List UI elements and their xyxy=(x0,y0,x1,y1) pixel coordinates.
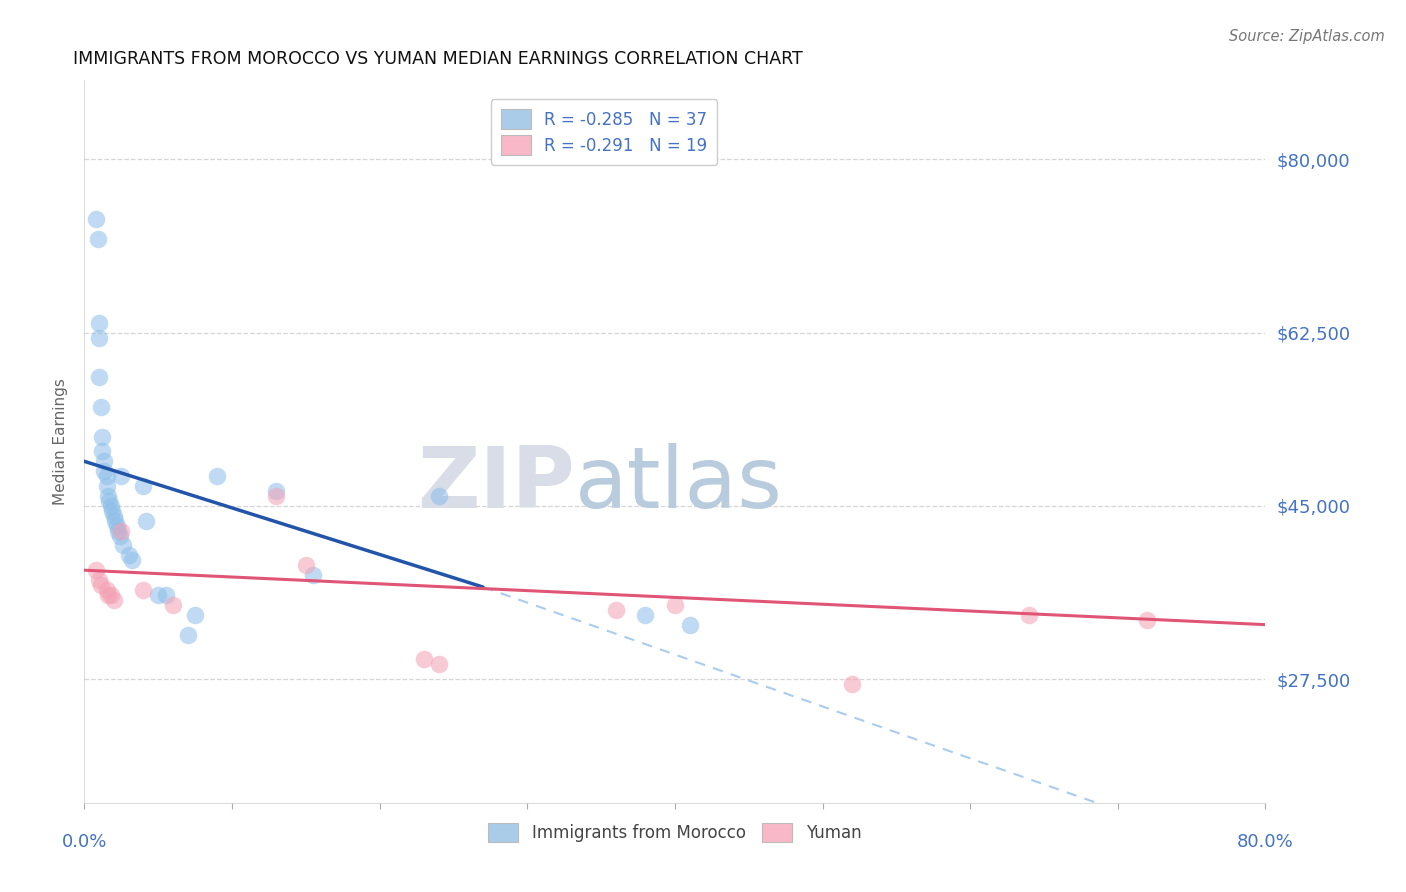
Point xyxy=(97,588,120,602)
Point xyxy=(207,469,229,483)
Point xyxy=(427,489,450,503)
Point xyxy=(103,593,125,607)
Point xyxy=(427,657,450,672)
Point xyxy=(98,494,121,508)
Point xyxy=(135,514,157,528)
Point xyxy=(101,504,124,518)
Point xyxy=(148,588,170,602)
Point xyxy=(87,330,111,344)
Point xyxy=(86,232,108,246)
Point xyxy=(90,400,112,414)
Point xyxy=(605,603,627,617)
Point xyxy=(84,563,107,577)
Point xyxy=(96,582,118,597)
Point xyxy=(103,508,125,523)
Point xyxy=(96,479,118,493)
Text: IMMIGRANTS FROM MOROCCO VS YUMAN MEDIAN EARNINGS CORRELATION CHART: IMMIGRANTS FROM MOROCCO VS YUMAN MEDIAN … xyxy=(73,50,803,68)
Point xyxy=(664,598,686,612)
Point xyxy=(184,607,207,622)
Point xyxy=(96,469,118,483)
Point xyxy=(107,524,129,538)
Y-axis label: Median Earnings: Median Earnings xyxy=(53,378,69,505)
Text: ZIP: ZIP xyxy=(416,443,575,526)
Point xyxy=(841,677,863,691)
Point xyxy=(413,652,436,666)
Text: 0.0%: 0.0% xyxy=(62,833,107,851)
Point xyxy=(104,514,127,528)
Point xyxy=(87,573,111,587)
Point xyxy=(266,489,288,503)
Point xyxy=(110,524,132,538)
Point xyxy=(132,582,155,597)
Text: atlas: atlas xyxy=(575,443,783,526)
Point xyxy=(87,316,111,330)
Point xyxy=(91,429,114,443)
Point xyxy=(295,558,318,573)
Point xyxy=(679,617,702,632)
Legend: Immigrants from Morocco, Yuman: Immigrants from Morocco, Yuman xyxy=(482,816,868,848)
Text: Source: ZipAtlas.com: Source: ZipAtlas.com xyxy=(1229,29,1385,44)
Point xyxy=(1018,607,1040,622)
Point xyxy=(100,499,122,513)
Point xyxy=(111,539,134,553)
Point xyxy=(110,469,132,483)
Point xyxy=(90,578,112,592)
Point xyxy=(162,598,184,612)
Point xyxy=(84,211,107,226)
Point xyxy=(132,479,155,493)
Point xyxy=(1136,613,1159,627)
Point xyxy=(87,370,111,384)
Point xyxy=(91,444,114,458)
Text: 80.0%: 80.0% xyxy=(1237,833,1294,851)
Point xyxy=(177,627,200,641)
Point xyxy=(108,528,131,542)
Point xyxy=(155,588,177,602)
Point xyxy=(93,454,115,468)
Point xyxy=(634,607,657,622)
Point xyxy=(121,553,143,567)
Point xyxy=(302,568,325,582)
Point xyxy=(93,464,115,478)
Point xyxy=(100,588,122,602)
Point xyxy=(105,518,128,533)
Point xyxy=(97,489,120,503)
Point xyxy=(266,483,288,498)
Point xyxy=(118,549,141,563)
